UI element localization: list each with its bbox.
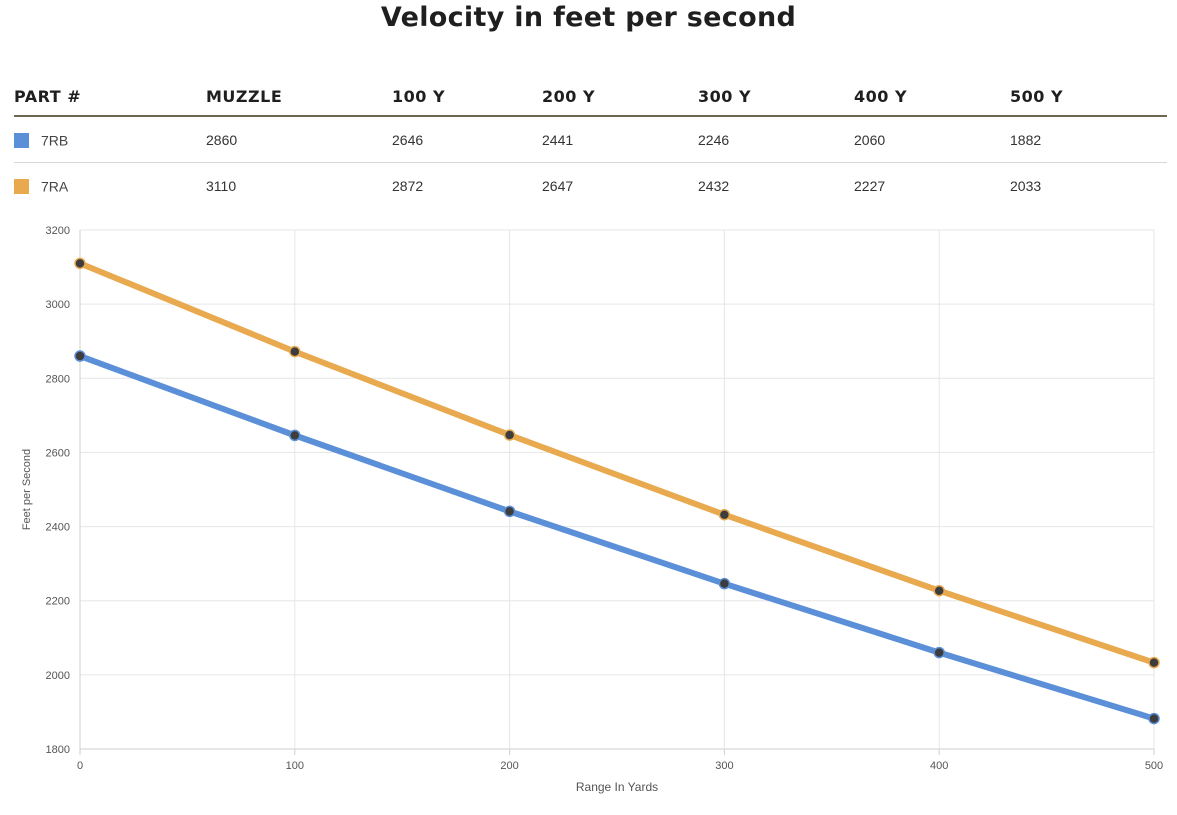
chart-grid — [79, 229, 1155, 755]
part-cell: 7RA — [14, 163, 206, 209]
table-cell: 2246 — [698, 116, 854, 163]
y-tick-label: 1800 — [46, 744, 70, 756]
y-tick-label: 3000 — [46, 299, 70, 311]
x-axis-label: Range In Yards — [576, 780, 658, 794]
velocity-table: PART # MUZZLE 100 Y 200 Y 300 Y 400 Y 50… — [14, 78, 1167, 208]
x-tick-label: 0 — [77, 760, 83, 772]
x-tick-label: 300 — [715, 760, 733, 772]
data-point-7ra — [718, 508, 731, 521]
y-tick-label: 2400 — [46, 522, 70, 534]
header-500y: 500 Y — [1010, 78, 1167, 117]
data-point-7rb — [933, 646, 945, 659]
x-tick-label: 500 — [1145, 760, 1163, 772]
y-tick-label: 2800 — [46, 373, 70, 385]
header-300y: 300 Y — [698, 78, 854, 117]
table-header-row: PART # MUZZLE 100 Y 200 Y 300 Y 400 Y 50… — [14, 78, 1167, 117]
table-cell: 2860 — [206, 116, 392, 163]
y-tick-label: 2000 — [46, 670, 70, 682]
y-tick-label: 2600 — [46, 447, 70, 459]
legend-swatch-7ra — [14, 178, 29, 194]
table-row: 7RB 2860 2646 2441 2246 2060 1882 — [14, 116, 1167, 163]
data-point-7rb — [1148, 712, 1160, 725]
x-axis-ticks: 0 100 200 300 400 500 — [77, 760, 1163, 772]
data-point-7ra — [289, 345, 301, 358]
x-tick-label: 200 — [500, 760, 518, 772]
y-axis-label: Feet per Second — [21, 449, 33, 530]
y-tick-label: 3200 — [46, 225, 70, 237]
part-label: 7RA — [41, 178, 69, 195]
chart-title: Velocity in feet per second — [380, 2, 797, 33]
table-cell: 2227 — [854, 177, 886, 194]
data-point-7ra — [503, 429, 516, 441]
part-cell: 7RB — [14, 116, 206, 163]
series-line-7rb — [77, 353, 1157, 722]
table-cell: 2033 — [1010, 177, 1042, 194]
header-200y: 200 Y — [542, 78, 698, 117]
data-point-7rb — [289, 429, 301, 442]
table-cell: 2432 — [698, 177, 730, 194]
table-cell: 2647 — [542, 177, 574, 194]
table-cell: 2441 — [542, 116, 698, 163]
data-point-7ra — [1148, 656, 1160, 669]
table-cell: 2060 — [854, 116, 1010, 163]
header-400y: 400 Y — [854, 78, 1010, 117]
y-tick-label: 2200 — [46, 596, 70, 608]
data-point-7ra — [74, 257, 86, 270]
x-tick-label: 100 — [286, 760, 304, 772]
data-point-7rb — [718, 577, 731, 590]
table-cell: 3110 — [206, 177, 237, 194]
legend-swatch-7rb — [14, 132, 29, 148]
data-point-7ra — [933, 584, 945, 597]
data-point-7rb — [503, 505, 516, 518]
table-cell: 2872 — [392, 177, 424, 194]
velocity-line-chart: 1800 2000 2200 2400 2600 2800 3000 3200 0 100 200… — [21, 225, 1163, 794]
table-row: 7RA 3110 2872 2647 2432 2227 2033 — [14, 163, 1167, 209]
table-cell: 1882 — [1010, 116, 1167, 163]
x-tick-label: 400 — [930, 760, 948, 772]
series-line-7ra — [77, 260, 1157, 666]
part-label: 7RB — [41, 132, 69, 149]
table-cell: 2646 — [392, 116, 542, 163]
data-point-7rb — [74, 350, 86, 362]
header-muzzle: MUZZLE — [206, 78, 392, 117]
header-part: PART # — [14, 78, 206, 117]
chart-series — [74, 257, 1160, 725]
y-axis-ticks: 1800 2000 2200 2400 2600 2800 3000 3200 — [46, 225, 70, 756]
header-100y: 100 Y — [392, 78, 542, 117]
